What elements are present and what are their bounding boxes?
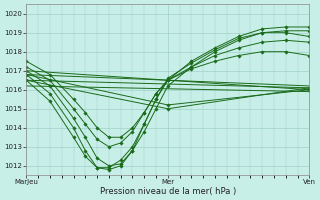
X-axis label: Pression niveau de la mer( hPa ): Pression niveau de la mer( hPa ): [100, 187, 236, 196]
